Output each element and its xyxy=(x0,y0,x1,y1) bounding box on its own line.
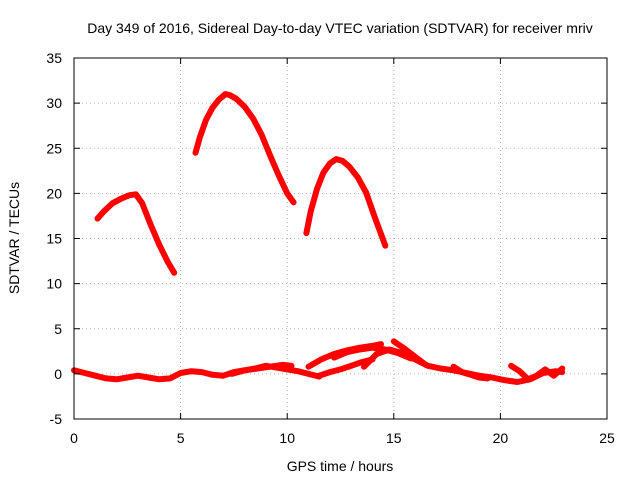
y-tick-label: 10 xyxy=(46,276,62,292)
y-axis-label: SDTVAR / TECUs xyxy=(6,182,22,294)
series-line-base-i xyxy=(508,362,566,383)
x-tick-label: 20 xyxy=(493,430,509,446)
y-tick-label: 5 xyxy=(54,321,62,337)
y-tick-label: -5 xyxy=(50,411,63,427)
x-tick-label: 5 xyxy=(177,430,185,446)
series-line-base-d xyxy=(316,356,376,379)
y-tick-label: 35 xyxy=(46,50,62,66)
x-tick-label: 25 xyxy=(599,430,615,446)
data-layer xyxy=(71,91,566,385)
chart-title: Day 349 of 2016, Sidereal Day-to-day VTE… xyxy=(87,20,592,36)
series-line-base-g xyxy=(390,338,429,368)
x-tick-label: 10 xyxy=(279,430,295,446)
series-line-base-h xyxy=(450,363,491,382)
y-tick-label: 0 xyxy=(54,366,62,382)
series-line-arc-2 xyxy=(192,91,297,206)
x-axis-label: GPS time / hours xyxy=(287,458,394,474)
axis-ticks: 0 5 10 15 20 25 -5 0 5 10 15 20 25 30 35 xyxy=(46,50,615,446)
series-line-arc-1 xyxy=(94,191,178,276)
series-line-arc-3 xyxy=(303,156,389,249)
series-line-base-b xyxy=(228,361,295,377)
y-tick-label: 25 xyxy=(46,140,62,156)
x-tick-label: 0 xyxy=(70,430,78,446)
x-tick-label: 15 xyxy=(386,430,402,446)
y-tick-label: 30 xyxy=(46,95,62,111)
y-tick-label: 15 xyxy=(46,231,62,247)
y-tick-label: 20 xyxy=(46,185,62,201)
